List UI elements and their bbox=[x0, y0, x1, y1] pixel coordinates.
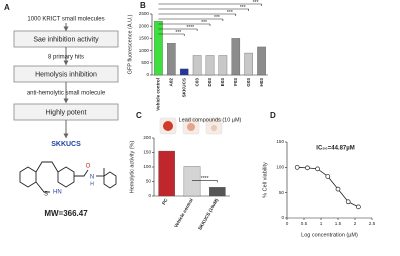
atom-label: N bbox=[90, 175, 94, 181]
atom-label: S bbox=[44, 192, 48, 198]
x-tick-label: D03 bbox=[207, 78, 212, 87]
panel-a: A 1000 KRICT small molecules Sae inhibit… bbox=[4, 3, 119, 218]
x-tick-label: Vehicle control bbox=[156, 78, 161, 111]
data-point bbox=[335, 186, 341, 192]
data-point bbox=[325, 174, 331, 179]
y-tick-label: 150 bbox=[276, 139, 284, 144]
bar bbox=[257, 46, 266, 76]
bar bbox=[183, 166, 201, 197]
step-text: 1000 KRICT small molecules bbox=[27, 17, 104, 23]
x-tick-label: 0.5 bbox=[301, 221, 308, 226]
bar bbox=[167, 43, 176, 76]
x-tick-label: PC bbox=[161, 197, 169, 206]
y-tick-label: 150 bbox=[143, 150, 151, 155]
bar bbox=[218, 55, 228, 76]
significance-label: *** bbox=[214, 15, 220, 21]
step-text: 8 primary hits bbox=[48, 55, 84, 61]
data-point bbox=[305, 165, 310, 171]
bar bbox=[179, 68, 189, 76]
data-point bbox=[356, 204, 361, 210]
bar bbox=[209, 187, 226, 197]
significance-label: *** bbox=[201, 20, 207, 26]
step-text: Highly potent bbox=[46, 109, 87, 116]
bar bbox=[205, 55, 215, 76]
x-tick-label: 1 bbox=[320, 221, 323, 226]
significance-label: *** bbox=[175, 30, 181, 36]
y-tick-label: 50 bbox=[279, 190, 285, 195]
bar bbox=[244, 52, 253, 76]
y-tick-label: 1500 bbox=[139, 36, 150, 41]
y-tick-label: 2000 bbox=[139, 23, 150, 28]
data-point bbox=[345, 199, 351, 205]
y-tick-label: 0 bbox=[281, 215, 284, 220]
bar bbox=[231, 38, 241, 76]
x-tick-label: C03 bbox=[194, 78, 199, 87]
x-tick-label: E03 bbox=[220, 78, 225, 87]
y-axis-label: GFP fluorescence (A.U.) bbox=[127, 14, 133, 74]
x-tick-label: A02 bbox=[169, 78, 174, 87]
y-axis-label: Hemolytic activity (%) bbox=[129, 141, 135, 194]
x-tick-label: Vehicle control bbox=[173, 198, 194, 229]
x-tick-label: 0 bbox=[286, 221, 289, 226]
atom-label: HN bbox=[53, 190, 62, 196]
data-point bbox=[294, 164, 300, 170]
panel-label: A bbox=[4, 3, 10, 12]
x-axis-label: Log concentration (µM) bbox=[301, 232, 358, 238]
significance-label: *** bbox=[253, 0, 259, 6]
x-tick-label: H03 bbox=[259, 78, 264, 87]
y-tick-label: 2500 bbox=[139, 11, 150, 16]
compound-name: SKKUCS bbox=[51, 141, 81, 148]
ic50-label: IC₅₀=44.87µM bbox=[316, 146, 354, 152]
panel-label: D bbox=[270, 111, 276, 120]
x-tick-label: F03 bbox=[233, 78, 238, 86]
atom-label: H bbox=[90, 181, 94, 187]
bar bbox=[158, 150, 175, 197]
step-text: anti-hemolytic small molecule bbox=[27, 91, 106, 97]
x-tick-label: 2.5 bbox=[369, 221, 376, 226]
x-tick-label: SKKUCS bbox=[181, 78, 186, 97]
significance-label: **** bbox=[186, 25, 194, 31]
y-tick-label: 0 bbox=[146, 72, 149, 77]
panel-label: C bbox=[136, 111, 142, 120]
molecule bbox=[19, 161, 117, 193]
y-tick-label: 50 bbox=[146, 179, 152, 184]
data-point bbox=[315, 166, 320, 172]
significance-label: *** bbox=[240, 5, 246, 11]
panel-label: B bbox=[140, 1, 146, 10]
significance-label: **** bbox=[201, 176, 209, 182]
x-tick-label: 1.5 bbox=[335, 221, 342, 226]
bar bbox=[192, 55, 202, 76]
tubes bbox=[159, 117, 223, 135]
bar bbox=[154, 21, 163, 76]
y-axis-label: % Cell viability bbox=[262, 162, 268, 198]
molecular-weight: MW=366.47 bbox=[44, 209, 88, 218]
x-tick-label: 2 bbox=[354, 221, 357, 226]
y-tick-label: 1000 bbox=[139, 48, 150, 53]
step-text: Hemolysis inhibition bbox=[35, 71, 97, 78]
x-axis-label: Lead compounds (10 µM) bbox=[179, 117, 242, 123]
y-tick-label: 100 bbox=[143, 164, 151, 169]
y-tick-label: 200 bbox=[143, 135, 151, 140]
step-text: Sae inhibition activity bbox=[33, 36, 99, 43]
significance-label: *** bbox=[227, 10, 233, 16]
x-tick-label: SKKUCS (10uM) bbox=[197, 197, 219, 231]
y-tick-label: 500 bbox=[141, 60, 149, 65]
x-tick-label: G03 bbox=[246, 78, 251, 87]
atom-label: O bbox=[86, 164, 91, 170]
y-tick-label: 100 bbox=[276, 165, 284, 170]
y-tick-label: 0 bbox=[148, 193, 151, 198]
